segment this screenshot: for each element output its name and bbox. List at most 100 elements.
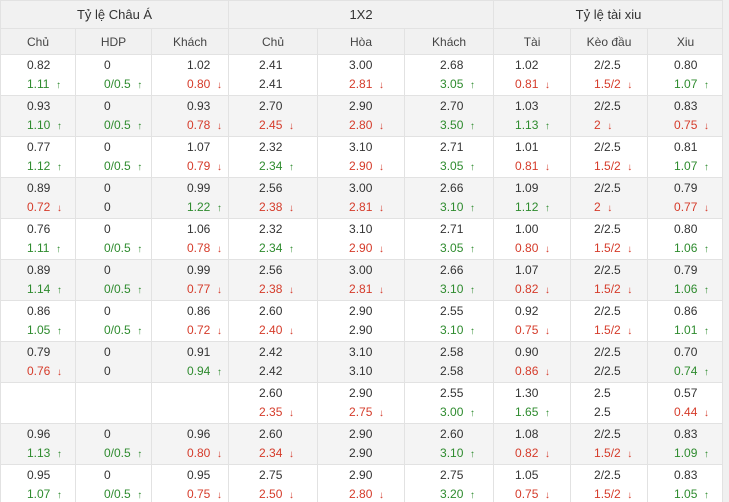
live-value: 0.76: [1, 362, 75, 381]
live-value: 2.41: [229, 75, 317, 94]
arrow-up-icon: [53, 76, 63, 95]
live-text: 2.42: [259, 364, 283, 378]
opening-text: 2.41: [259, 58, 283, 72]
odds-cell: 2.56 2.38: [229, 260, 317, 300]
table-row[interactable]: 0.790.76000.910.942.422.423.103.102.582.…: [0, 341, 725, 383]
table-row[interactable]: 0.961.1300/0.50.960.802.602.342.902.902.…: [0, 423, 725, 465]
arrow-up-icon: [467, 404, 477, 423]
odds-cell: 2.56 2.38: [229, 178, 317, 218]
live-text: 2.90: [349, 446, 373, 460]
arrow-up-icon: [54, 445, 64, 464]
cell-draw: 2.90 2.80: [317, 95, 406, 137]
opening-value: 0.86: [152, 302, 228, 321]
opening-value: 2/2.5: [571, 261, 647, 280]
live-text: 2.5: [594, 405, 611, 419]
odds-cell: 0 0/0.5: [76, 465, 151, 502]
odds-cell: 0.70 0.74: [648, 342, 723, 382]
odds-cell: 2.71 3.05: [405, 137, 493, 177]
live-value: 3.10: [405, 321, 493, 340]
live-text: 2.34: [259, 241, 283, 255]
table-row[interactable]: 0.76 1.11 0 0/0.5 1.06 0.78 2.32 2.34 3.10 2.90 2.…: [0, 218, 725, 260]
cell-over-odds: 1.30 1.65: [493, 382, 572, 424]
opening-value: [1, 384, 75, 403]
odds-cell: 1.07 0.79: [152, 137, 228, 177]
live-text: 1.07: [674, 159, 698, 173]
odds-cell: 2.41 2.41: [229, 55, 317, 95]
live-value: 0.75: [152, 485, 228, 502]
opening-text: 3.10: [349, 140, 373, 154]
vertical-scrollbar[interactable]: [722, 0, 729, 502]
arrow-down-icon: [376, 117, 386, 136]
arrow-up-icon: [467, 117, 477, 136]
odds-cell: 0.79 0.76: [1, 342, 75, 382]
cell-ou-line: 2/2.5 1.5/2: [570, 218, 649, 260]
live-text: 0/0.5: [104, 241, 131, 255]
live-text: 2/2.5: [594, 364, 621, 378]
live-text: 1.5/2: [594, 282, 621, 296]
odds-cell: 0.80 1.06: [648, 219, 723, 259]
live-value: 2.81: [318, 198, 404, 217]
odds-cell: 1.07 0.82: [494, 260, 570, 300]
opening-text: 0.79: [674, 181, 698, 195]
live-text: 0.72: [27, 200, 51, 214]
arrow-up-icon: [467, 445, 477, 464]
opening-text: 2.71: [440, 140, 464, 154]
opening-text: 2.32: [259, 222, 283, 236]
live-text: 2.35: [259, 405, 283, 419]
opening-text: 1.00: [515, 222, 539, 236]
table-row[interactable]: 2.602.352.902.752.553.001.301.652.52.50.…: [0, 382, 725, 424]
live-text: 0.72: [187, 323, 211, 337]
arrow-down-icon: [286, 281, 296, 300]
opening-text: 0: [104, 99, 111, 113]
cell-home-win: 2.60 2.34: [228, 423, 319, 465]
opening-value: 2.32: [229, 138, 317, 157]
cell-draw: 2.90 2.90: [317, 423, 406, 465]
opening-value: 2/2.5: [571, 97, 647, 116]
cell-away-odds: 0.95 0.75: [150, 464, 230, 502]
live-value: 1.10: [1, 116, 75, 135]
live-value: 0/0.5: [76, 239, 151, 258]
live-text: 0.77: [187, 282, 211, 296]
live-value: [76, 403, 151, 422]
group-over-under: Tỷ lệ tài xiu: [493, 0, 725, 29]
odds-cell: 2.60 2.35: [229, 383, 317, 423]
cell-home-odds: 0.96 1.13: [0, 423, 76, 465]
odds-cell: [1, 383, 75, 423]
opening-text: 2.90: [349, 386, 373, 400]
arrow-up-icon: [214, 199, 224, 218]
opening-text: 2.42: [259, 345, 283, 359]
arrow-up-icon: [135, 445, 145, 464]
arrow-down-icon: [625, 322, 635, 341]
live-value: 1.14: [1, 280, 75, 299]
live-text: 0.79: [187, 159, 211, 173]
table-row[interactable]: 0.931.1000/0.50.930.782.702.452.902.802.…: [0, 95, 725, 137]
table-row[interactable]: 0.82 1.11 0 0/0.5 1.02 0.80 2.41 2.41 3.00 2.81 2.…: [0, 54, 725, 96]
arrow-down-icon: [286, 445, 296, 464]
opening-text: 0.86: [187, 304, 211, 318]
opening-value: 0.57: [648, 384, 723, 403]
live-text: 2.45: [259, 118, 283, 132]
live-text: 0.75: [187, 487, 211, 501]
opening-text: 1.01: [515, 140, 539, 154]
opening-text: 0.89: [27, 263, 51, 277]
arrow-down-icon: [376, 281, 386, 300]
cell-over-odds: 1.02 0.81: [493, 54, 572, 96]
odds-cell: 2.66 3.10: [405, 178, 493, 218]
opening-text: 0.81: [674, 140, 698, 154]
live-value: 2.58: [405, 362, 493, 381]
live-value: 0.81: [494, 75, 570, 94]
table-row[interactable]: 0.861.0500/0.50.860.722.602.402.902.902.…: [0, 300, 725, 342]
live-text: 0: [104, 200, 111, 214]
odds-cell: 1.03 1.13: [494, 96, 570, 136]
opening-text: 0: [104, 304, 111, 318]
cell-away-win: 2.55 3.10: [404, 300, 495, 342]
table-row[interactable]: 0.890.72000.991.222.562.383.002.812.663.…: [0, 177, 725, 219]
opening-text: 2.90: [349, 99, 373, 113]
opening-text: 0.80: [674, 58, 698, 72]
arrow-down-icon: [542, 240, 552, 259]
table-row[interactable]: 0.951.0700/0.50.950.752.752.502.902.802.…: [0, 464, 725, 502]
live-text: 0.94: [187, 364, 211, 378]
live-text: 1.5/2: [594, 159, 621, 173]
table-row[interactable]: 0.77 1.12 0 0/0.5 1.07 0.79 2.32 2.34 3.10 2.90 2.…: [0, 136, 725, 178]
table-row[interactable]: 0.89 1.14 0 0/0.5 0.99 0.77 2.56 2.38 3.00 2.81 2.…: [0, 259, 725, 301]
